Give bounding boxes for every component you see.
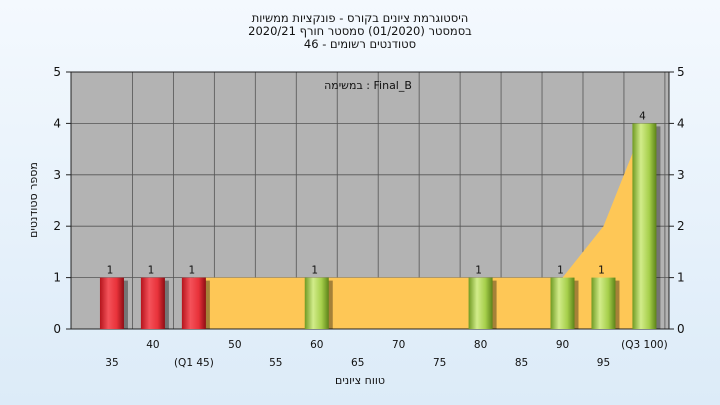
bar-value-label: 1 xyxy=(475,265,482,277)
bar xyxy=(140,277,165,329)
x-tick-label: 75 xyxy=(433,357,446,369)
x-tick-label: 80 xyxy=(474,339,487,351)
bar-value-label: 1 xyxy=(148,265,155,277)
bar-value-label: 1 xyxy=(598,265,605,277)
chart-title-line: היסטוגרמת ציונים בקורס - פונקציות ממשיות xyxy=(252,11,469,25)
plot-frame xyxy=(70,71,670,330)
chart-title-line: בסמסטר (01/2020) סמסטר חורף 2020/21 xyxy=(248,24,472,38)
x-tick-label: (Q3 100) xyxy=(621,339,668,351)
y-tick-label-right: 3 xyxy=(677,168,685,182)
y-tick-label-left: 0 xyxy=(53,322,61,336)
y-axis-label: מספר סטודנטים xyxy=(27,162,40,238)
y-tick-label-right: 1 xyxy=(677,271,685,285)
x-tick-label: 70 xyxy=(392,339,405,351)
y-tick-label-left: 3 xyxy=(53,168,61,182)
bar xyxy=(468,277,493,329)
x-tick-label: 35 xyxy=(105,357,118,369)
chart-title-line: סטודנטים רשומים - 46 xyxy=(304,37,416,51)
bar xyxy=(591,277,616,329)
y-tick-label-left: 4 xyxy=(53,116,61,130)
y-tick-label-right: 4 xyxy=(677,116,685,130)
y-tick-label-left: 5 xyxy=(53,65,61,79)
x-tick-label: 90 xyxy=(556,339,569,351)
y-tick-label-right: 2 xyxy=(677,219,685,233)
x-tick-label: 85 xyxy=(515,357,528,369)
y-tick-label-right: 0 xyxy=(677,322,685,336)
x-tick-label: 65 xyxy=(351,357,364,369)
bar-value-label: 1 xyxy=(107,265,114,277)
bar-value-label: 1 xyxy=(557,265,564,277)
x-axis-label: טווח ציונים xyxy=(335,374,385,387)
x-tick-label: 40 xyxy=(146,339,159,351)
y-tick-label-right: 5 xyxy=(677,65,685,79)
bar xyxy=(304,277,329,329)
bar xyxy=(550,277,575,329)
x-tick-label: (Q1 45) xyxy=(174,357,214,369)
y-tick-label-left: 1 xyxy=(53,271,61,285)
bar-value-label: 1 xyxy=(189,265,196,277)
task-annotation: במשימה : Final_B xyxy=(324,79,412,92)
bar-value-label: 4 xyxy=(639,110,646,122)
x-tick-label: 55 xyxy=(269,357,282,369)
x-tick-label: 95 xyxy=(597,357,610,369)
y-tick-label-left: 2 xyxy=(53,219,61,233)
bar xyxy=(99,277,124,329)
x-tick-label: 50 xyxy=(228,339,241,351)
bar-value-label: 1 xyxy=(311,265,318,277)
bar xyxy=(181,277,206,329)
bar xyxy=(632,123,657,330)
x-tick-label: 60 xyxy=(310,339,323,351)
